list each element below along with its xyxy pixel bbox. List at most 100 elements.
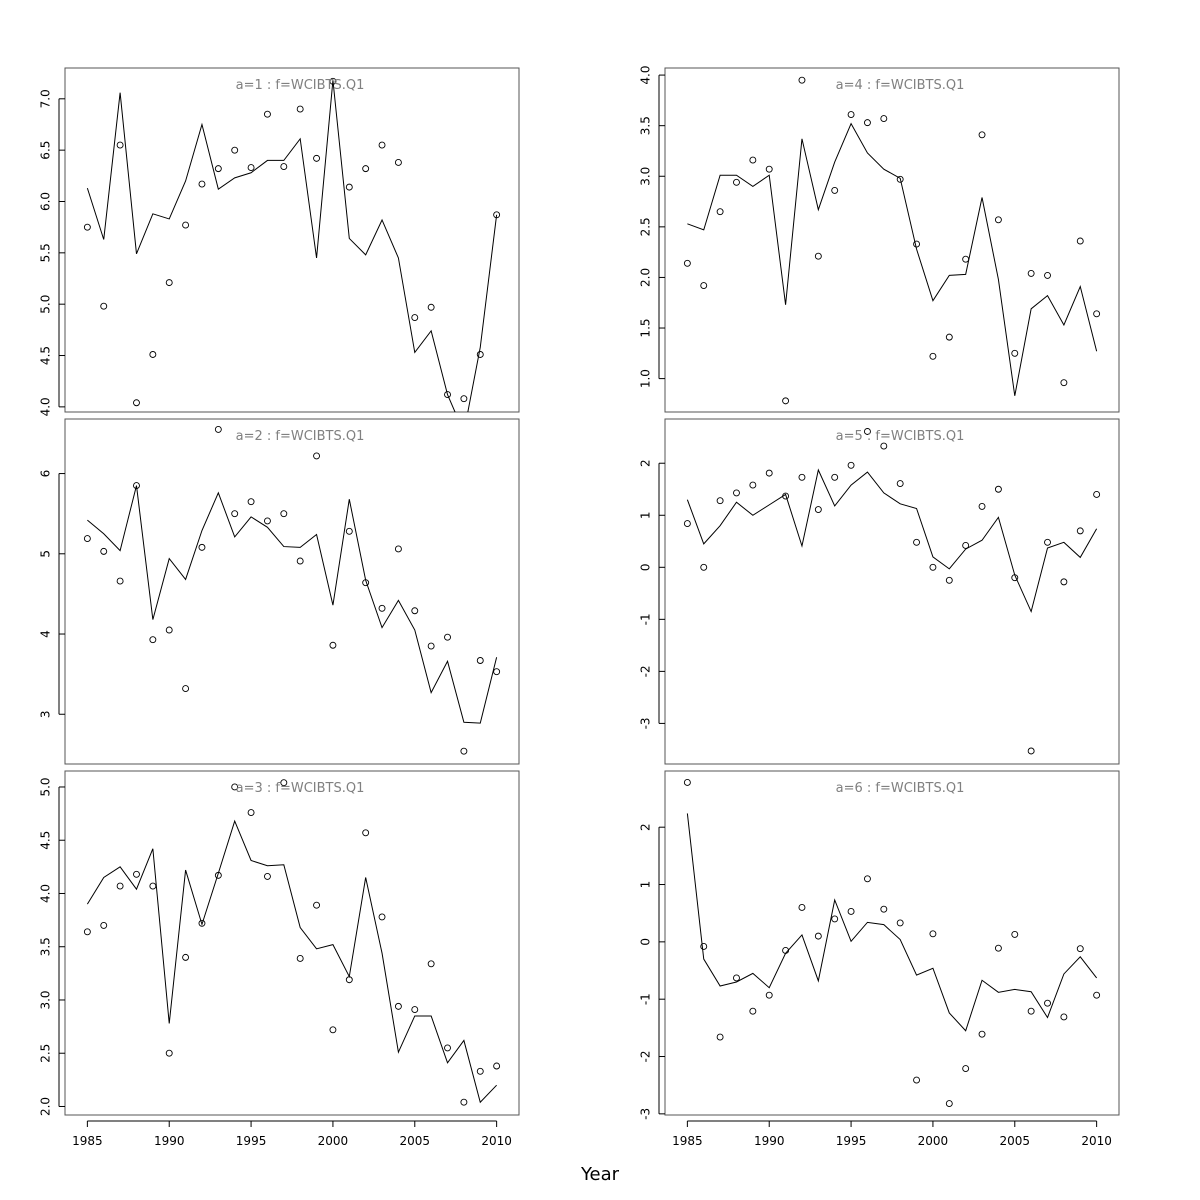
observed-point (378, 913, 386, 921)
observed-point (962, 541, 970, 549)
panel-1: 4.0 4.5 5.0 5.5 6.0 6.5 7.0 a=1 : f=WCIBTS.Q1 (39, 67, 520, 416)
y-tick-label: 4.0 (39, 397, 53, 416)
y-tick-label: -2 (639, 665, 653, 677)
observed-point (231, 510, 239, 518)
x-tick-label: 1990 (154, 1134, 185, 1148)
y-tick-label: 2.5 (39, 1044, 53, 1063)
panel-6: -3 -2 -1 0 1 2 1985 1990 1995 2000 2005 2010 a=6 : f… (639, 770, 1120, 1148)
observed-point (1027, 747, 1035, 755)
observed-point (700, 942, 708, 950)
y-tick-label: -1 (639, 993, 653, 1005)
y-tick-label: 2 (639, 459, 653, 467)
y-tick-label: 6.5 (39, 141, 53, 160)
observed-point (880, 115, 888, 123)
observed-point (378, 604, 386, 612)
observed-point (313, 154, 321, 162)
panel-title: a=2 : f=WCIBTS.Q1 (236, 429, 365, 444)
observed-point (280, 779, 288, 787)
observed-point (978, 502, 986, 510)
x-tick-label: 2005 (400, 1134, 431, 1148)
observed-point (929, 930, 937, 938)
observed-point (116, 577, 124, 585)
observed-point (329, 641, 337, 649)
y-tick-label: 0 (639, 563, 653, 571)
observed-point (394, 1002, 402, 1010)
panel-title: a=3 : f=WCIBTS.Q1 (236, 781, 365, 796)
observed-point (116, 141, 124, 149)
observed-point (716, 208, 724, 216)
y-tick-label: 6.0 (39, 192, 53, 211)
observed-point (782, 947, 790, 954)
observed-point (1011, 574, 1019, 582)
observed-point (83, 928, 91, 936)
observed-point (814, 932, 822, 940)
observed-point (296, 557, 304, 565)
observed-point (444, 633, 451, 641)
panel-2: 3 4 5 6 a=2 : f=WCIBTS.Q1 (39, 418, 520, 765)
observed-point (149, 636, 157, 644)
observed-point (493, 211, 501, 219)
observed-point (214, 165, 222, 173)
y-tick-label: 1 (639, 881, 653, 889)
observed-point (280, 163, 288, 171)
panel-frame (664, 418, 1120, 765)
observed-point (880, 905, 888, 913)
observed-point (345, 976, 353, 984)
panel-title: a=6 : f=WCIBTS.Q1 (836, 781, 965, 796)
observed-point (863, 428, 871, 435)
panel-title: a=1 : f=WCIBTS.Q1 (236, 78, 365, 93)
observed-point (1044, 271, 1051, 279)
observed-point (476, 1067, 484, 1075)
fitted-line (87, 485, 498, 724)
observed-point (231, 783, 239, 791)
observed-point (847, 111, 855, 118)
y-tick-label: 0 (639, 938, 653, 946)
observed-point (198, 919, 206, 927)
x-tick-label: 2005 (1000, 1134, 1031, 1148)
observed-point (716, 1033, 724, 1041)
x-tick-label: 1985 (672, 1134, 703, 1148)
fitted-line (86, 80, 498, 412)
observed-point (994, 216, 1002, 224)
observed-point (411, 607, 419, 615)
observed-point (133, 870, 140, 878)
y-tick-label: 4.5 (39, 346, 53, 365)
y-tick-label: 3.0 (639, 167, 653, 186)
observed-point (733, 489, 740, 497)
observed-point (394, 159, 402, 166)
observed-point (913, 538, 921, 546)
observed-point (165, 279, 173, 287)
y-tick-label: 3.5 (639, 116, 653, 135)
observed-point (411, 1006, 419, 1014)
observed-point (231, 146, 239, 154)
y-tick-label: -2 (639, 1051, 653, 1063)
observed-point (831, 915, 839, 923)
observed-point (83, 535, 91, 542)
observed-point (945, 1100, 953, 1107)
observed-point (831, 473, 839, 481)
observed-point (896, 175, 904, 183)
observed-point (1060, 379, 1068, 387)
observed-point (1044, 538, 1051, 546)
panel-4: 1.0 1.5 2.0 2.5 3.0 3.5 4.0 a=4 : f=WCIBTS.Q1 (639, 66, 1120, 413)
observed-point (182, 221, 190, 229)
observed-point (263, 110, 271, 118)
observed-point (198, 543, 206, 551)
observed-point (280, 510, 288, 518)
y-tick-label: -3 (639, 1108, 653, 1120)
observed-point (880, 442, 888, 450)
observed-point (493, 1062, 501, 1070)
observed-point (394, 545, 402, 553)
observed-point (345, 183, 353, 191)
observed-point (476, 351, 484, 358)
observed-point (427, 303, 435, 311)
observed-point (962, 1065, 970, 1073)
observed-point (863, 119, 871, 127)
observed-point (896, 480, 904, 487)
observed-point (749, 1007, 757, 1015)
observed-point (798, 904, 806, 911)
panel-frame (64, 770, 520, 1116)
observed-point (978, 1030, 986, 1038)
observed-point (929, 352, 937, 360)
y-tick-label: 4.0 (39, 884, 53, 903)
